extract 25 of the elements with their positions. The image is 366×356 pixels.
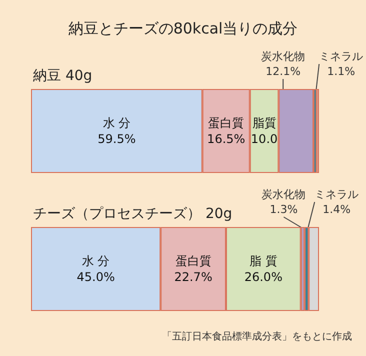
series-label: 脂質 [252,116,276,130]
data-label: 59.5% [98,132,136,146]
data-label: 22.7% [174,270,212,284]
chart-subtitle: 納豆 40g [33,68,92,84]
bar [308,227,319,311]
text: 炭水化物 [261,50,306,63]
text: 「五訂日本食品標準成分表」をもとに作成 [162,330,352,342]
data-label: 45.0% [76,270,115,284]
text: ミネラル [319,50,364,63]
data-label: 1.3% [270,203,298,216]
text: ミネラル [314,188,359,201]
data-label: 1.1% [327,65,356,78]
series-label: 蛋白質 [208,116,244,130]
data-label: 16.5% [207,132,246,146]
data-label: 12.1% [266,65,301,78]
series-label: 水 分 [82,254,110,268]
text: 炭水化物 [262,188,306,201]
data-label: 26.0% [244,270,282,284]
data-label: 10.0 [250,132,278,146]
series-label: 脂 質 [250,254,278,268]
series-label: 蛋白質 [175,254,212,268]
series-label: 水 分 [102,116,131,130]
data-label: 1.4% [322,203,351,216]
chart-title: チーズ（プロセスチーズ） 20g [33,206,232,222]
chart-title: 納豆とチーズの80kcal当りの成分 [68,20,298,38]
